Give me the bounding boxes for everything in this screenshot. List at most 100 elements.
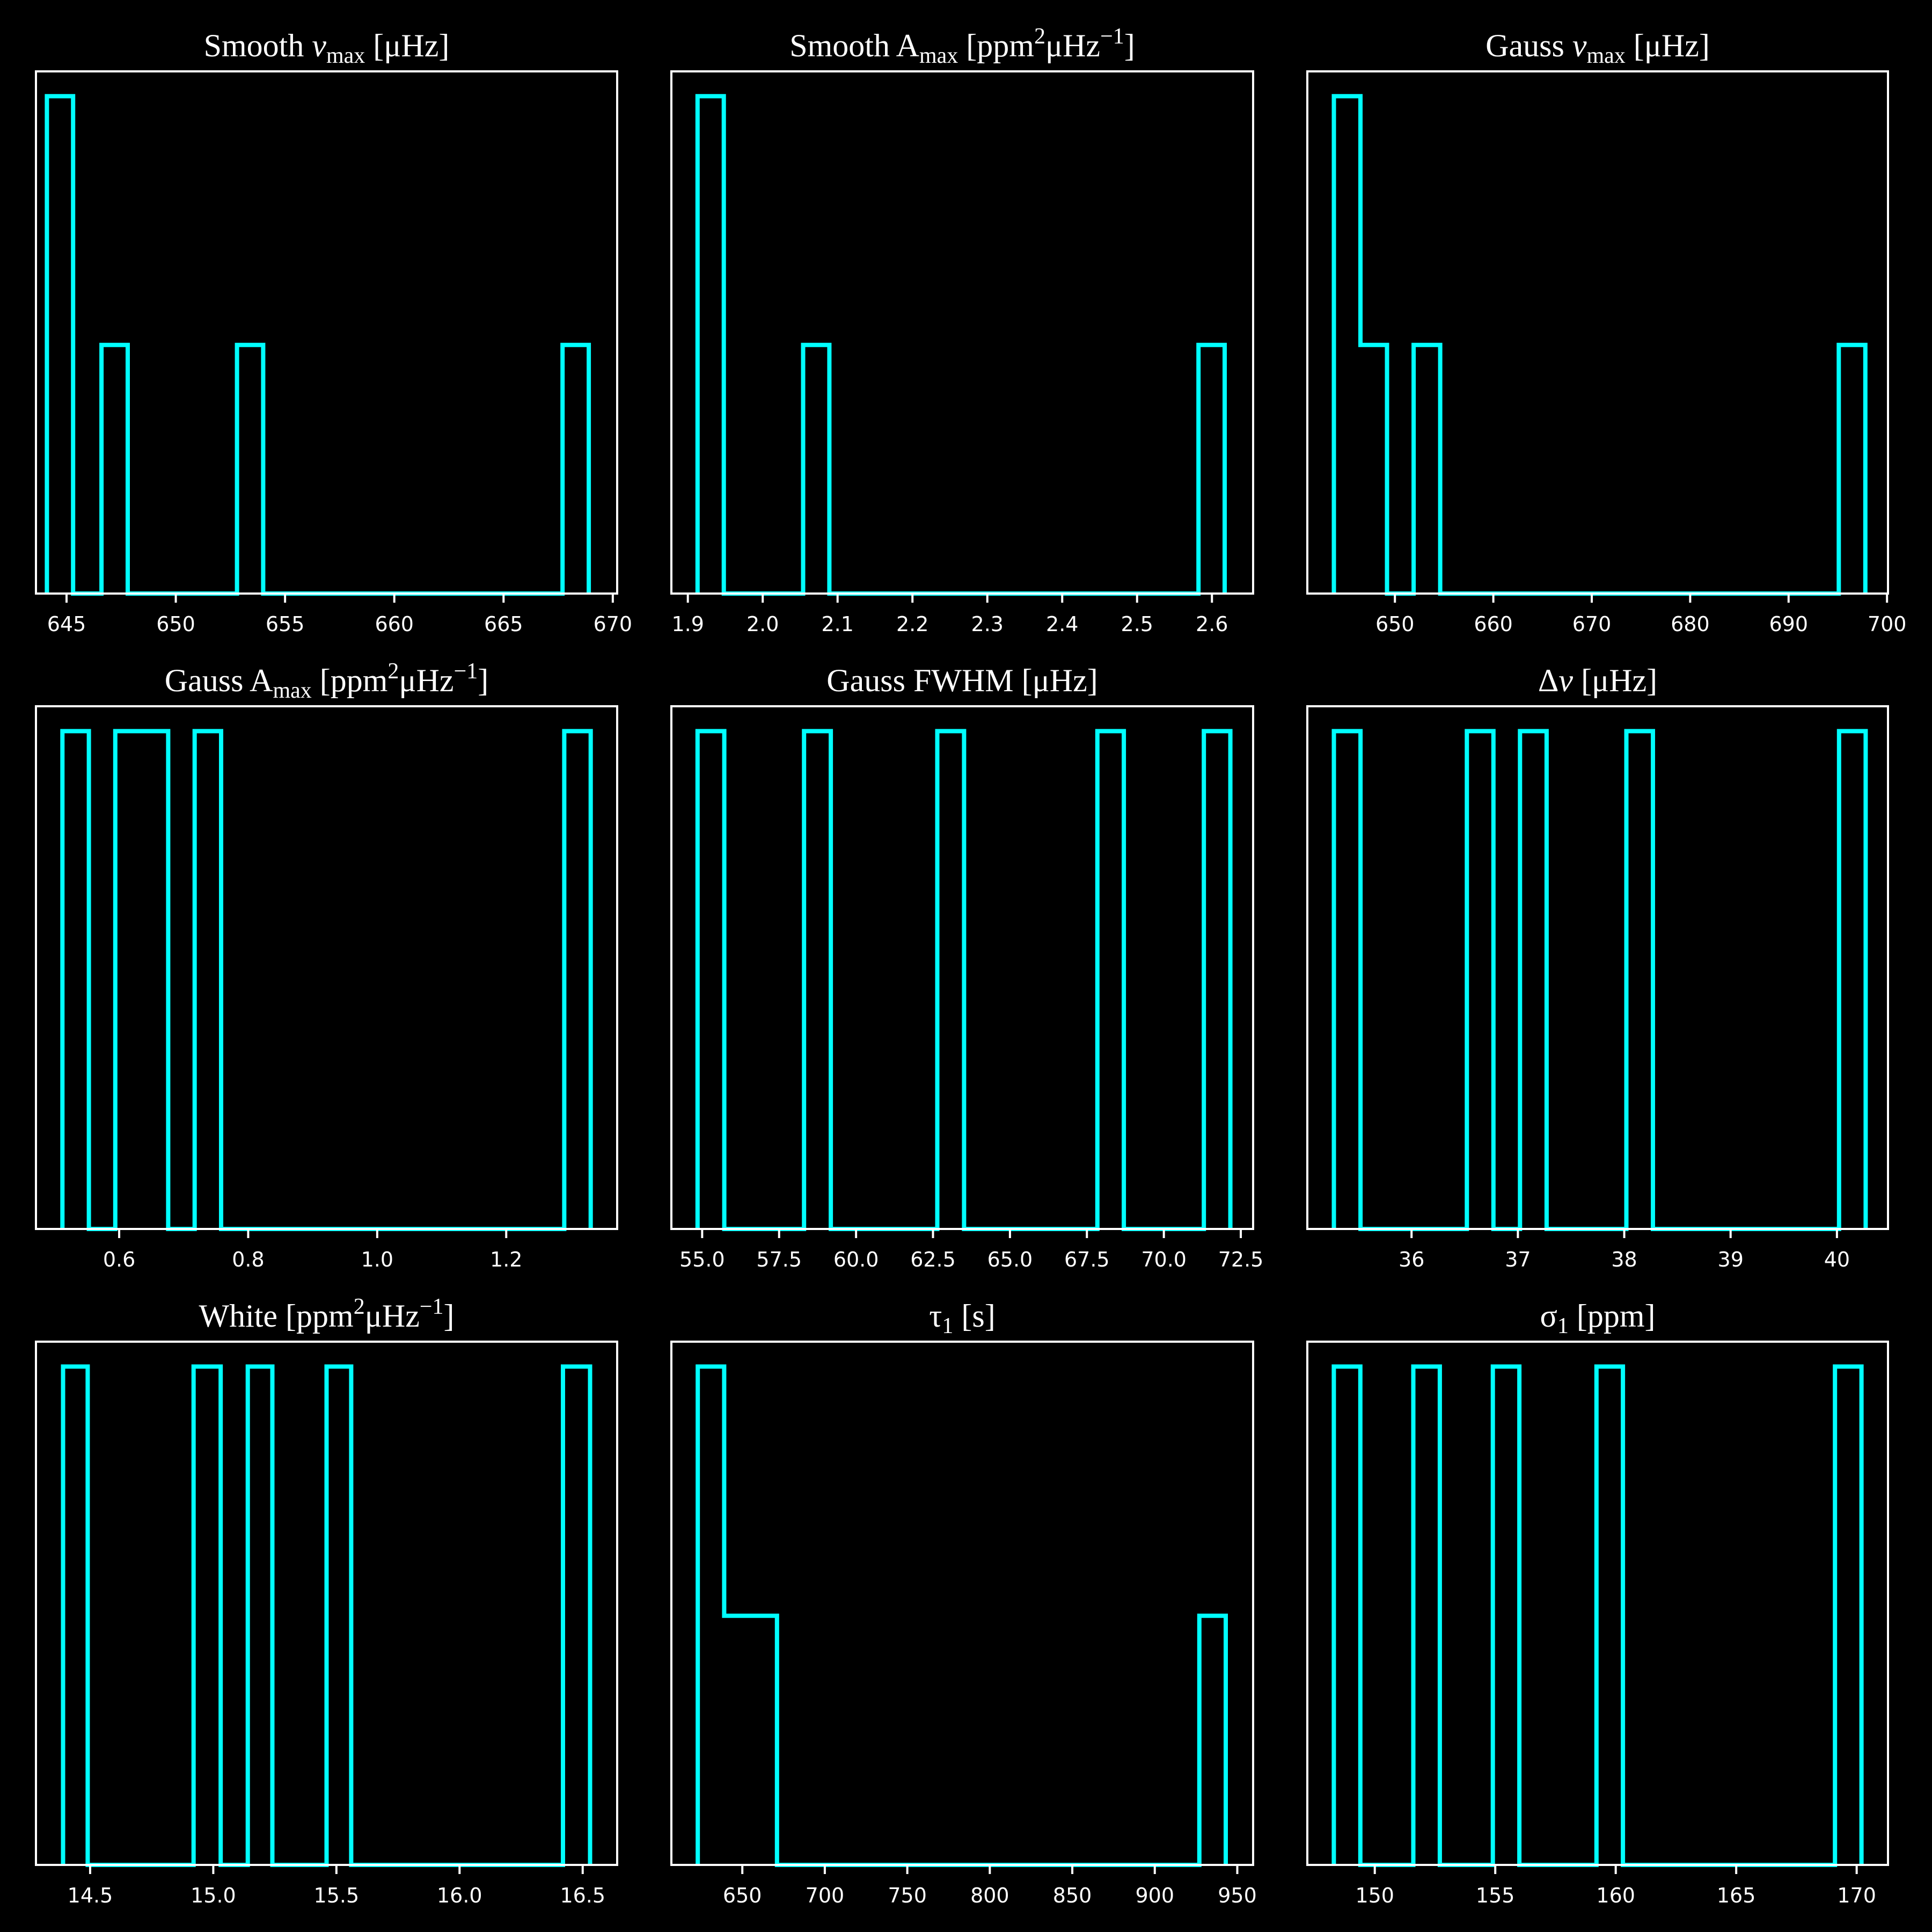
title-part: ] bbox=[444, 1298, 455, 1334]
x-tick-label: 650 bbox=[1375, 612, 1415, 636]
axes-frame bbox=[670, 705, 1254, 1230]
title-part: max bbox=[326, 43, 365, 68]
histogram-panel-1: Smooth Amax [ppm2μHz−1] 1.9 2.0 2.1 2.2 2.3 2.… bbox=[670, 24, 1254, 636]
x-tick-label: 38 bbox=[1611, 1248, 1637, 1271]
title-part: Smooth A bbox=[789, 28, 919, 63]
title-part: max bbox=[919, 43, 958, 68]
x-tick-label: 670 bbox=[594, 612, 633, 636]
x-tick-label: 67.5 bbox=[1064, 1248, 1110, 1271]
x-tick-label: 800 bbox=[970, 1884, 1009, 1907]
x-tick-label: 40 bbox=[1824, 1248, 1850, 1271]
x-tick-label: 15.0 bbox=[191, 1884, 236, 1907]
x-tick-label: 690 bbox=[1769, 612, 1809, 636]
x-tick-label: 36 bbox=[1399, 1248, 1424, 1271]
histogram-step-line bbox=[695, 729, 1233, 1231]
title-part: [μHz] bbox=[1626, 28, 1710, 63]
x-tick-label: 950 bbox=[1218, 1884, 1257, 1907]
x-tick-label: 70.0 bbox=[1141, 1248, 1187, 1271]
histogram-step-line bbox=[60, 729, 593, 1231]
x-tick-label: 660 bbox=[1474, 612, 1513, 636]
histogram-step-line bbox=[1331, 1364, 1864, 1867]
panel-title: Gauss νmax [μHz] bbox=[1485, 28, 1710, 68]
x-tick-label: 850 bbox=[1053, 1884, 1092, 1907]
title-part: μHz bbox=[1045, 28, 1100, 63]
title-part: 2 bbox=[354, 1294, 365, 1319]
histogram-panel-8: σ1 [ppm] 150 155 160 165 170 bbox=[1306, 1298, 1889, 1907]
x-tick-label: 60.0 bbox=[833, 1248, 879, 1271]
title-part: 1 bbox=[942, 1314, 953, 1338]
x-tick-label: 65.0 bbox=[987, 1248, 1033, 1271]
axes-frame bbox=[1306, 1341, 1889, 1866]
x-tick-label: 1.2 bbox=[490, 1248, 522, 1271]
histogram-panel-6: White [ppm2μHz−1] 14.5 15.0 15.5 16.0 16.5 bbox=[35, 1294, 618, 1907]
x-tick-label: 645 bbox=[47, 612, 86, 636]
x-tick-label: 37 bbox=[1505, 1248, 1531, 1271]
x-tick-label: 160 bbox=[1596, 1884, 1635, 1907]
title-part: Smooth bbox=[204, 28, 312, 63]
x-tick-label: 2.4 bbox=[1046, 612, 1078, 636]
x-tick-label: 155 bbox=[1476, 1884, 1515, 1907]
x-tick-label: 72.5 bbox=[1218, 1248, 1264, 1271]
panel-title: Smooth νmax [μHz] bbox=[204, 28, 450, 68]
title-part: [μHz] bbox=[1573, 663, 1657, 698]
x-tick-label: 650 bbox=[723, 1884, 762, 1907]
title-part: ] bbox=[1124, 28, 1135, 63]
x-tick-label: 165 bbox=[1717, 1884, 1756, 1907]
histogram-step-line bbox=[1331, 94, 1868, 596]
histogram-panel-5: Δν [μHz] 36 37 38 39 40 bbox=[1306, 663, 1889, 1271]
title-part: σ bbox=[1540, 1298, 1557, 1334]
x-tick-label: 15.5 bbox=[314, 1884, 360, 1907]
x-tick-label: 670 bbox=[1572, 612, 1612, 636]
x-tick-label: 2.6 bbox=[1196, 612, 1228, 636]
title-part: −1 bbox=[1100, 24, 1124, 49]
histogram-panel-0: Smooth νmax [μHz] 645 650 655 660 665 670 bbox=[35, 28, 633, 636]
title-part: −1 bbox=[454, 659, 478, 684]
title-part: ν bbox=[312, 28, 326, 63]
panel-title: Smooth Amax [ppm2μHz−1] bbox=[789, 24, 1135, 68]
histogram-panel-3: Gauss Amax [ppm2μHz−1] 0.6 0.8 1.0 1.2 bbox=[35, 659, 618, 1271]
axes-frame bbox=[670, 70, 1254, 595]
title-part: Gauss bbox=[1485, 28, 1572, 63]
title-part: Δ bbox=[1538, 663, 1559, 698]
histogram-step-line bbox=[45, 94, 591, 596]
x-tick-label: 2.3 bbox=[971, 612, 1004, 636]
axes-frame bbox=[35, 705, 618, 1230]
x-tick-label: 2.0 bbox=[747, 612, 779, 636]
title-part: 2 bbox=[387, 659, 399, 684]
x-tick-label: 1.9 bbox=[671, 612, 704, 636]
title-part: μHz bbox=[399, 663, 453, 698]
panel-title: τ1 [s] bbox=[929, 1298, 995, 1338]
histogram-step-line bbox=[61, 1364, 592, 1867]
title-part: ] bbox=[478, 663, 488, 698]
x-tick-label: 14.5 bbox=[68, 1884, 113, 1907]
x-tick-label: 680 bbox=[1671, 612, 1710, 636]
x-tick-label: 150 bbox=[1355, 1884, 1394, 1907]
title-part: τ bbox=[929, 1298, 942, 1334]
x-tick-label: 62.5 bbox=[910, 1248, 956, 1271]
title-part: max bbox=[273, 678, 311, 703]
panel-title: White [ppm2μHz−1] bbox=[199, 1294, 454, 1334]
histogram-panel-2: Gauss νmax [μHz] 650 660 670 680 690 700 bbox=[1306, 28, 1906, 636]
histogram-panel-7: τ1 [s] 650 700 750 800 850 900 950 bbox=[670, 1298, 1257, 1907]
axes-frame bbox=[1306, 70, 1889, 595]
title-part: [ppm] bbox=[1569, 1298, 1656, 1334]
x-tick-label: 1.0 bbox=[361, 1248, 393, 1271]
x-tick-label: 0.6 bbox=[103, 1248, 135, 1271]
title-part: max bbox=[1586, 43, 1625, 68]
axes-frame bbox=[35, 70, 618, 595]
title-part: −1 bbox=[420, 1294, 444, 1319]
title-part: ν bbox=[1572, 28, 1587, 63]
x-tick-label: 2.2 bbox=[896, 612, 928, 636]
axes-frame bbox=[35, 1341, 618, 1866]
histogram-step-line bbox=[696, 1364, 1228, 1867]
panel-title: σ1 [ppm] bbox=[1540, 1298, 1656, 1338]
title-part: μHz bbox=[365, 1298, 420, 1334]
title-part: [ppm bbox=[958, 28, 1034, 63]
x-tick-label: 655 bbox=[266, 612, 305, 636]
title-part: Gauss FWHM [μHz] bbox=[826, 663, 1097, 698]
x-tick-label: 170 bbox=[1837, 1884, 1876, 1907]
title-part: 2 bbox=[1034, 24, 1045, 49]
x-tick-label: 0.8 bbox=[232, 1248, 264, 1271]
panel-title: Δν [μHz] bbox=[1538, 663, 1657, 698]
